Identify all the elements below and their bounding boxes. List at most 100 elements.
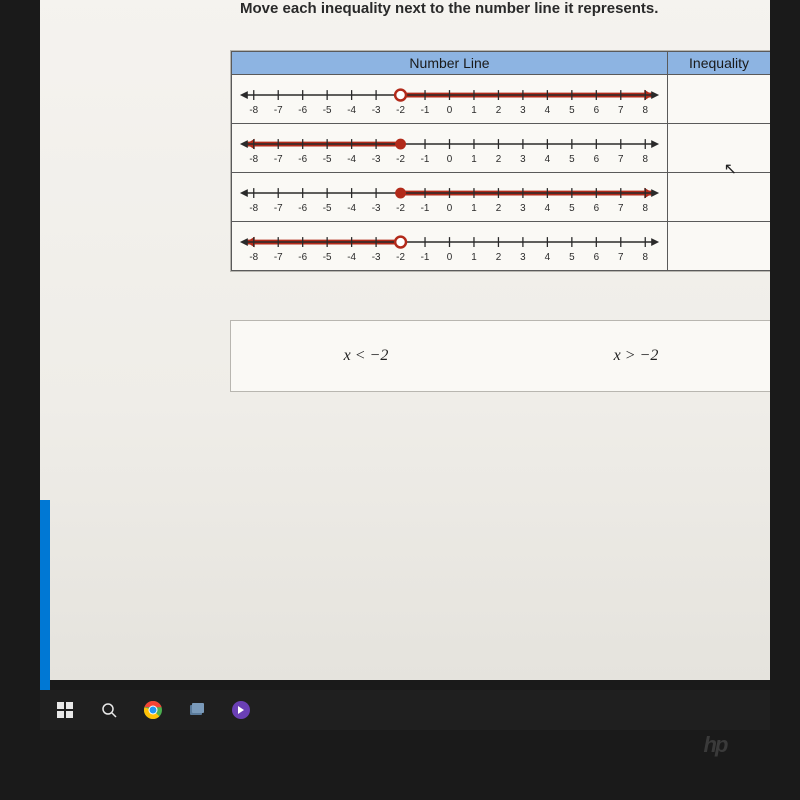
svg-text:5: 5: [569, 105, 575, 116]
svg-text:-6: -6: [298, 252, 307, 263]
svg-text:-8: -8: [249, 203, 258, 214]
desktop-accent: [40, 500, 50, 690]
taskbar-arrow-icon[interactable]: [224, 693, 258, 727]
svg-text:-6: -6: [298, 105, 307, 116]
svg-text:3: 3: [520, 105, 526, 116]
monitor-frame: Move each inequality next to the number …: [0, 0, 800, 800]
svg-text:7: 7: [618, 154, 624, 165]
svg-text:3: 3: [520, 252, 526, 263]
svg-text:6: 6: [594, 252, 600, 263]
svg-text:7: 7: [618, 203, 624, 214]
col-header-number-line: Number Line: [232, 52, 668, 75]
inequality-drop-cell[interactable]: [668, 75, 771, 124]
search-icon[interactable]: [92, 693, 126, 727]
number-line-card: Number Line Inequality -8 -7 -6 -5 -4 -3 -2 -1 0…: [230, 50, 770, 272]
table-row: -8 -7 -6 -5 -4 -3 -2 -1 0 1 2 3 4 5 6 7 8: [232, 124, 771, 173]
svg-text:0: 0: [447, 252, 453, 263]
svg-text:-4: -4: [347, 154, 356, 165]
svg-text:2: 2: [496, 105, 502, 116]
svg-text:7: 7: [618, 105, 624, 116]
chrome-icon[interactable]: [136, 693, 170, 727]
svg-text:-4: -4: [347, 252, 356, 263]
choice-x-lt[interactable]: x < −2: [344, 347, 389, 365]
number-line-1: -8-7-6-5-4-3-2-1012345678: [232, 75, 667, 123]
svg-text:-7: -7: [274, 203, 283, 214]
svg-text:-6: -6: [298, 203, 307, 214]
number-line-cell: -8 -7 -6 -5 -4 -3 -2 -1 0 1 2 3 4 5 6 7 8: [232, 222, 668, 271]
svg-text:-7: -7: [274, 154, 283, 165]
svg-text:4: 4: [545, 203, 551, 214]
hp-logo: hp: [690, 720, 740, 770]
svg-text:3: 3: [520, 154, 526, 165]
table-row: -8-7-6-5-4-3-2-1012345678: [232, 75, 771, 124]
svg-text:-3: -3: [372, 252, 381, 263]
svg-text:8: 8: [643, 154, 649, 165]
choice-x-gt[interactable]: x > −2: [614, 347, 659, 365]
svg-text:-8: -8: [249, 252, 258, 263]
svg-text:-4: -4: [347, 203, 356, 214]
instruction-text: Move each inequality next to the number …: [240, 0, 740, 17]
svg-text:-5: -5: [323, 203, 332, 214]
svg-text:5: 5: [569, 154, 575, 165]
svg-text:1: 1: [471, 154, 477, 165]
svg-text:-1: -1: [421, 154, 430, 165]
svg-text:-5: -5: [323, 154, 332, 165]
number-line-2: -8 -7 -6 -5 -4 -3 -2 -1 0 1 2 3 4 5 6 7 8: [232, 124, 667, 172]
svg-text:-8: -8: [249, 105, 258, 116]
number-line-table: Number Line Inequality -8 -7 -6 -5 -4 -3 -2 -1 0…: [231, 51, 770, 271]
svg-text:-1: -1: [421, 203, 430, 214]
svg-text:6: 6: [594, 105, 600, 116]
svg-text:-5: -5: [323, 105, 332, 116]
svg-text:0: 0: [447, 154, 453, 165]
svg-text:-8: -8: [249, 154, 258, 165]
svg-text:6: 6: [594, 203, 600, 214]
table-row: -8 -7 -6 -5 -4 -3 -2 -1 0 1 2 3 4 5 6 7 8: [232, 173, 771, 222]
svg-text:8: 8: [643, 203, 649, 214]
table-row: -8 -7 -6 -5 -4 -3 -2 -1 0 1 2 3 4 5 6 7 8: [232, 222, 771, 271]
screen-content: Move each inequality next to the number …: [40, 0, 770, 680]
svg-text:8: 8: [643, 105, 649, 116]
inequality-drop-cell[interactable]: [668, 173, 771, 222]
svg-text:-6: -6: [298, 154, 307, 165]
col-header-inequality: Inequality: [668, 52, 771, 75]
svg-text:8: 8: [643, 252, 649, 263]
svg-text:1: 1: [471, 203, 477, 214]
taskbar-app-icon[interactable]: [180, 693, 214, 727]
start-button[interactable]: [48, 693, 82, 727]
svg-text:1: 1: [471, 105, 477, 116]
svg-text:3: 3: [520, 203, 526, 214]
svg-text:4: 4: [545, 252, 551, 263]
number-line-4: -8 -7 -6 -5 -4 -3 -2 -1 0 1 2 3 4 5 6 7 8: [232, 222, 667, 270]
inequality-drop-cell[interactable]: [668, 124, 771, 173]
svg-text:-2: -2: [396, 203, 405, 214]
inequality-drop-cell[interactable]: [668, 222, 771, 271]
svg-text:2: 2: [496, 252, 502, 263]
number-line-cell: -8 -7 -6 -5 -4 -3 -2 -1 0 1 2 3 4 5 6 7 8: [232, 124, 668, 173]
svg-text:6: 6: [594, 154, 600, 165]
svg-text:1: 1: [471, 252, 477, 263]
svg-text:4: 4: [545, 105, 551, 116]
svg-text:0: 0: [447, 105, 453, 116]
svg-text:-3: -3: [372, 154, 381, 165]
answer-choices: x < −2 x > −2: [230, 320, 770, 392]
svg-text:0: 0: [447, 203, 453, 214]
svg-text:-4: -4: [347, 105, 356, 116]
svg-text:-2: -2: [396, 105, 405, 116]
svg-text:-7: -7: [274, 105, 283, 116]
svg-text:5: 5: [569, 203, 575, 214]
svg-text:-1: -1: [421, 105, 430, 116]
svg-text:4: 4: [545, 154, 551, 165]
svg-text:-2: -2: [396, 154, 405, 165]
svg-text:5: 5: [569, 252, 575, 263]
number-line-cell: -8 -7 -6 -5 -4 -3 -2 -1 0 1 2 3 4 5 6 7 8: [232, 173, 668, 222]
svg-text:2: 2: [496, 203, 502, 214]
svg-text:7: 7: [618, 252, 624, 263]
svg-text:-3: -3: [372, 203, 381, 214]
svg-text:-1: -1: [421, 252, 430, 263]
svg-text:-2: -2: [396, 252, 405, 263]
taskbar: [40, 690, 770, 730]
svg-text:-7: -7: [274, 252, 283, 263]
svg-text:-5: -5: [323, 252, 332, 263]
number-line-cell: -8-7-6-5-4-3-2-1012345678: [232, 75, 668, 124]
svg-text:2: 2: [496, 154, 502, 165]
